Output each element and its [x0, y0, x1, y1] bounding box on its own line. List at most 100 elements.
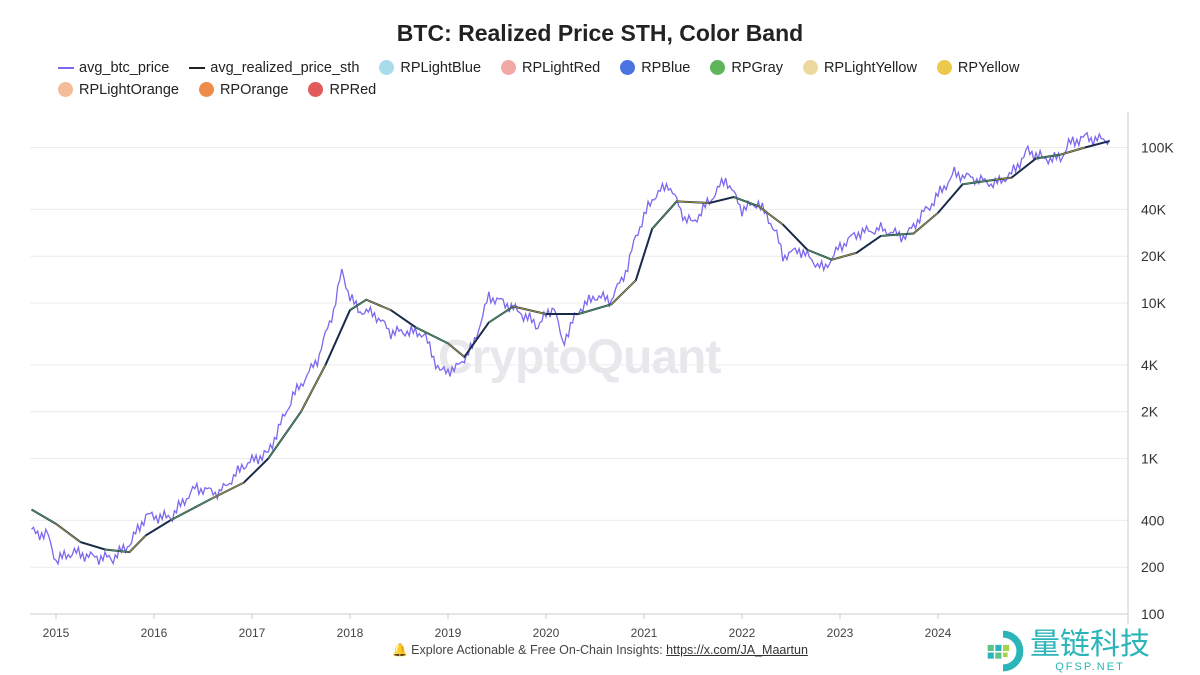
legend-item[interactable]: avg_btc_price	[58, 58, 169, 77]
color-band-segment	[129, 535, 147, 553]
logo-wordmark: 量链科技 QFSP.NET	[1030, 626, 1150, 674]
x-tick-label: 2024	[925, 626, 952, 640]
legend-swatch	[620, 60, 636, 75]
color-band-segment	[880, 232, 914, 237]
color-band-segment	[635, 228, 653, 281]
logo: 量链科技 QFSP.NET	[980, 627, 1200, 675]
legend-label: RPLightRed	[522, 59, 601, 76]
color-band-segment	[325, 309, 351, 366]
legend-item[interactable]: avg_realized_price_sth	[189, 58, 359, 77]
watermark: CryptoQuant	[438, 331, 721, 384]
color-band-segment	[913, 212, 939, 234]
x-tick-label: 2019	[435, 626, 462, 640]
x-tick-label: 2023	[827, 626, 854, 640]
color-band-segment	[1035, 154, 1061, 159]
x-tick-label: 2021	[631, 626, 658, 640]
color-band-segment	[758, 205, 784, 225]
color-band-segment	[170, 498, 212, 521]
legend-swatch	[710, 60, 726, 75]
y-tick-label: 40K	[1141, 201, 1167, 217]
color-band-segment	[709, 196, 734, 204]
legend-label: RPBlue	[641, 59, 691, 76]
y-tick-label: 20K	[1141, 248, 1167, 264]
legend-label: RPLightYellow	[823, 59, 917, 76]
color-band-segment	[578, 303, 612, 315]
color-band-segment	[676, 200, 710, 204]
legend: avg_btc_price avg_realized_price_sth RPLig…	[58, 58, 1158, 99]
legend-item[interactable]: RPLightBlue	[379, 58, 481, 77]
y-tick-label: 2K	[1141, 404, 1159, 420]
color-band-segment	[366, 299, 392, 311]
color-band-segment	[937, 183, 963, 214]
color-band-segment	[55, 523, 81, 543]
legend-swatch	[379, 60, 395, 75]
color-band-segment	[1084, 140, 1110, 148]
legend-item[interactable]: RPLightYellow	[802, 58, 917, 77]
x-tick-label: 2017	[239, 626, 266, 640]
bell-icon: 🔔	[392, 643, 408, 657]
legend-swatch	[58, 66, 74, 69]
y-tick-label: 4K	[1141, 357, 1159, 373]
legend-swatch	[501, 60, 517, 75]
color-band-segment	[145, 519, 171, 536]
y-tick-label: 400	[1141, 512, 1165, 528]
legend-item[interactable]: RPLightRed	[501, 58, 600, 77]
legend-swatch	[308, 82, 324, 97]
legend-item[interactable]: RPYellow	[936, 58, 1020, 77]
y-tick-label: 10K	[1141, 295, 1167, 311]
color-band-segment	[1060, 147, 1086, 156]
color-band-segment	[733, 196, 759, 207]
x-tick-label: 2020	[533, 626, 560, 640]
color-band-segment	[349, 299, 367, 311]
legend-swatch	[58, 82, 73, 97]
color-band-segment	[513, 305, 547, 315]
legend-swatch	[189, 66, 206, 69]
legend-item[interactable]: RPGray	[710, 58, 783, 77]
legend-label: RPRed	[329, 81, 377, 98]
color-band-segment	[962, 179, 996, 185]
legend-label: RPLightOrange	[79, 81, 179, 98]
x-tick-label: 2015	[43, 626, 70, 640]
legend-swatch	[198, 82, 214, 97]
legend-label: RPLightBlue	[400, 59, 482, 76]
legend-item[interactable]: RPBlue	[620, 58, 690, 77]
logo-text: 量链科技	[1030, 626, 1150, 662]
legend-label: RPGray	[731, 59, 783, 76]
footer-text: Explore Actionable & Free On-Chain Insig…	[411, 643, 663, 657]
color-band-segment	[807, 249, 833, 261]
legend-label: avg_btc_price	[79, 59, 170, 76]
color-band-segment	[1011, 158, 1037, 179]
legend-item[interactable]: RPOrange	[198, 80, 288, 99]
color-band-segment	[782, 224, 808, 251]
color-band-segment	[415, 326, 449, 344]
color-band-segment	[104, 548, 130, 553]
legend-item[interactable]: RPRed	[308, 80, 376, 99]
color-band-segment	[31, 509, 57, 525]
y-tick-label: 100	[1141, 606, 1165, 622]
chart-title: BTC: Realized Price STH, Color Band	[396, 20, 804, 46]
legend-swatch	[936, 60, 952, 75]
color-band-segment	[463, 322, 490, 358]
x-tick-label: 2018	[337, 626, 364, 640]
color-band-segment	[488, 306, 514, 323]
color-band-segment	[267, 411, 302, 459]
legend-item[interactable]: RPLightOrange	[58, 80, 179, 99]
color-band-segment	[856, 235, 882, 254]
color-band-segment	[651, 201, 678, 230]
footer-link[interactable]: https://x.com/JA_Maartun	[666, 643, 808, 657]
color-band-segment	[447, 342, 465, 358]
footer: 🔔 Explore Actionable & Free On-Chain Ins…	[0, 643, 1200, 658]
realized-price-sth-line	[30, 140, 1110, 554]
logo-subtext: QFSP.NET	[1055, 660, 1125, 673]
color-band-segment	[80, 541, 106, 550]
color-band-segment	[243, 458, 269, 483]
logo-icon	[987, 630, 1024, 672]
color-band-segment	[210, 482, 245, 500]
btc-price-line	[31, 131, 1111, 566]
legend-label: RPYellow	[957, 59, 1020, 76]
color-band-segment	[995, 177, 1012, 181]
color-band-segment	[390, 309, 416, 328]
y-tick-label: 1K	[1141, 451, 1159, 467]
legend-swatch	[802, 60, 818, 75]
